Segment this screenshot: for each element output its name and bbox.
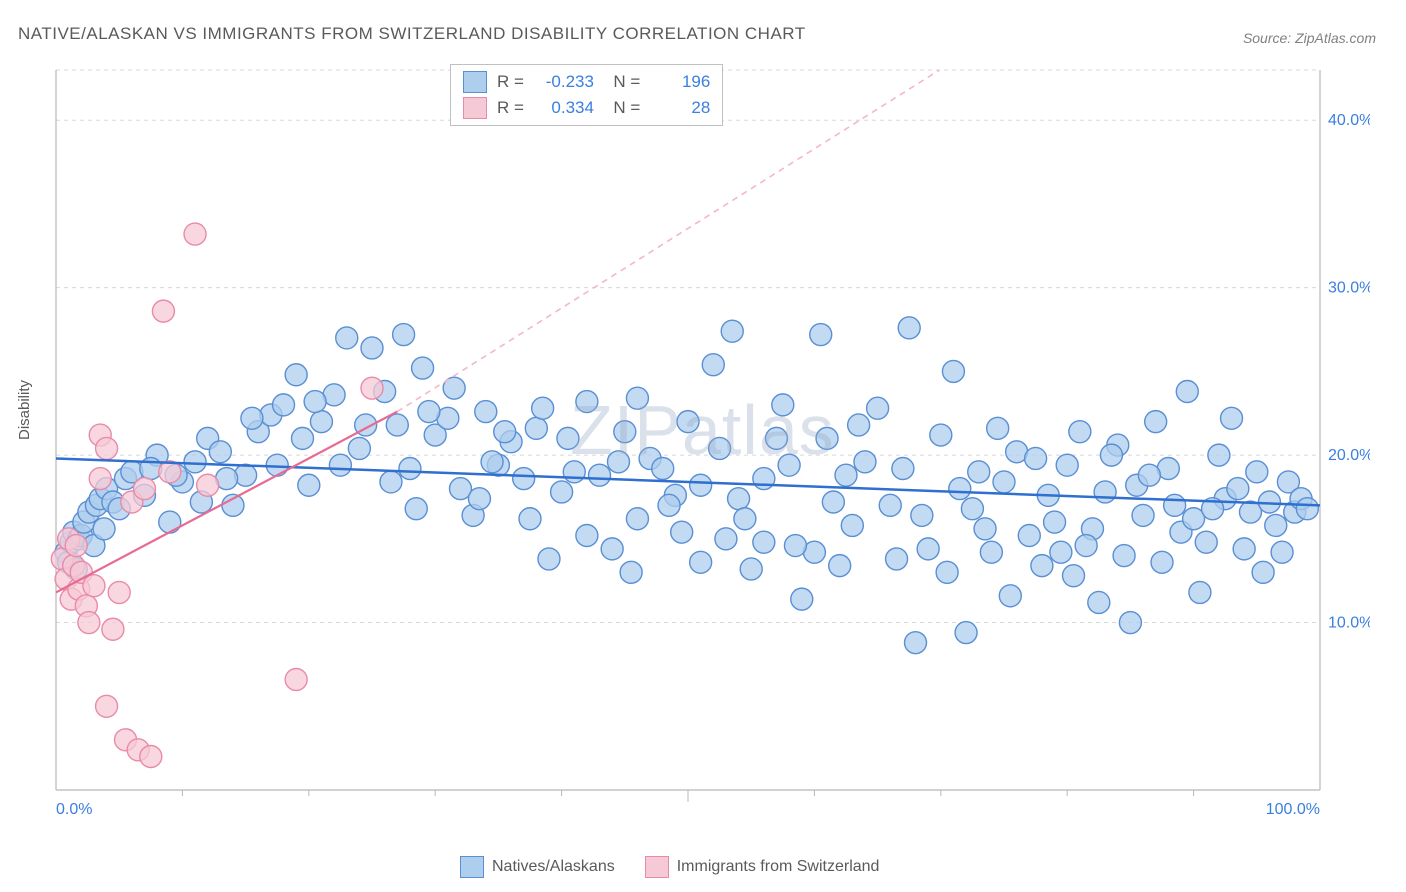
n-value-pink: 28 xyxy=(650,95,710,121)
source-attribution: Source: ZipAtlas.com xyxy=(1243,30,1376,46)
n-value-blue: 196 xyxy=(650,69,710,95)
svg-text:0.0%: 0.0% xyxy=(56,801,92,818)
n-label: N = xyxy=(604,69,640,95)
svg-text:100.0%: 100.0% xyxy=(1266,801,1320,818)
svg-text:20.0%: 20.0% xyxy=(1328,447,1370,464)
r-label: R = xyxy=(497,69,524,95)
r-value-pink: 0.334 xyxy=(534,95,594,121)
r-label: R = xyxy=(497,95,524,121)
swatch-pink-icon xyxy=(463,97,487,119)
chart-svg: 10.0% 20.0% 30.0% 40.0% 0.0% 100.0% xyxy=(50,60,1370,820)
series-legend: Natives/Alaskans Immigrants from Switzer… xyxy=(460,856,879,878)
y-axis-label: Disability xyxy=(16,380,33,440)
legend-row-pink: R = 0.334 N = 28 xyxy=(463,95,710,121)
legend-label: Immigrants from Switzerland xyxy=(677,858,880,876)
chart-plot-area: 10.0% 20.0% 30.0% 40.0% 0.0% 100.0% xyxy=(50,60,1370,820)
svg-text:10.0%: 10.0% xyxy=(1328,615,1370,632)
legend-item-blue: Natives/Alaskans xyxy=(460,856,615,878)
chart-title: NATIVE/ALASKAN VS IMMIGRANTS FROM SWITZE… xyxy=(18,24,806,44)
svg-text:30.0%: 30.0% xyxy=(1328,280,1370,297)
swatch-blue-icon xyxy=(460,856,484,878)
n-label: N = xyxy=(604,95,640,121)
correlation-legend: R = -0.233 N = 196 R = 0.334 N = 28 xyxy=(450,64,723,126)
svg-text:40.0%: 40.0% xyxy=(1328,112,1370,129)
legend-row-blue: R = -0.233 N = 196 xyxy=(463,69,710,95)
legend-label: Natives/Alaskans xyxy=(492,858,615,876)
legend-item-pink: Immigrants from Switzerland xyxy=(645,856,880,878)
r-value-blue: -0.233 xyxy=(534,69,594,95)
swatch-pink-icon xyxy=(645,856,669,878)
swatch-blue-icon xyxy=(463,71,487,93)
